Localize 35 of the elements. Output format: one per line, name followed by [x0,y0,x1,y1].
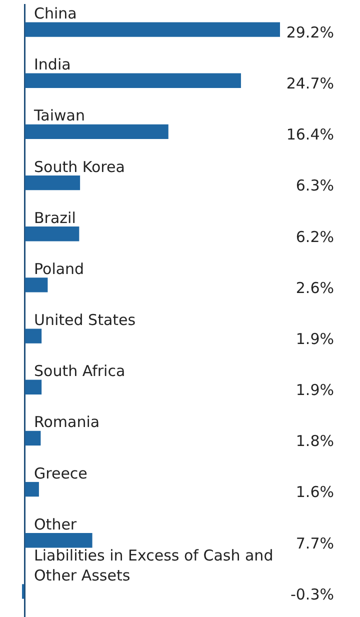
data-label: 1.8% [296,432,334,450]
data-label: 29.2% [286,23,334,42]
data-label: -0.3% [290,585,334,604]
bar [25,328,42,344]
y-tick-label: Taiwan [33,106,86,125]
bar [25,73,241,88]
bar [25,22,280,37]
y-tick-label: China [34,4,77,23]
y-tick-label: Other [34,515,78,534]
bar [25,482,39,497]
data-label: 2.6% [296,278,334,297]
bar [25,380,42,394]
data-label: 1.9% [296,330,334,348]
y-tick-label: India [34,56,71,74]
data-label: 16.4% [286,126,334,144]
bar [25,278,48,292]
data-label: 1.6% [296,483,334,502]
y-tick-label: Liabilities in Excess of Cash and Other Assets [34,546,274,584]
y-tick-label: Brazil [34,208,76,227]
data-label: 6.3% [296,176,334,195]
data-label: 7.7% [296,534,334,552]
data-label: 24.7% [286,74,334,93]
bar [25,226,80,242]
y-tick-label: United States [34,311,136,330]
y-tick-label: Romania [34,413,100,432]
bar [25,175,80,190]
data-label: 1.9% [296,381,334,400]
data-label: 6.2% [296,228,334,246]
y-tick-label: Greece [34,464,88,482]
bar [25,430,41,446]
y-tick-label: South Korea [34,158,125,176]
bar [25,124,168,140]
y-tick-label: Poland [34,260,84,278]
y-tick-label: South Africa [34,362,126,380]
bar [25,533,92,548]
